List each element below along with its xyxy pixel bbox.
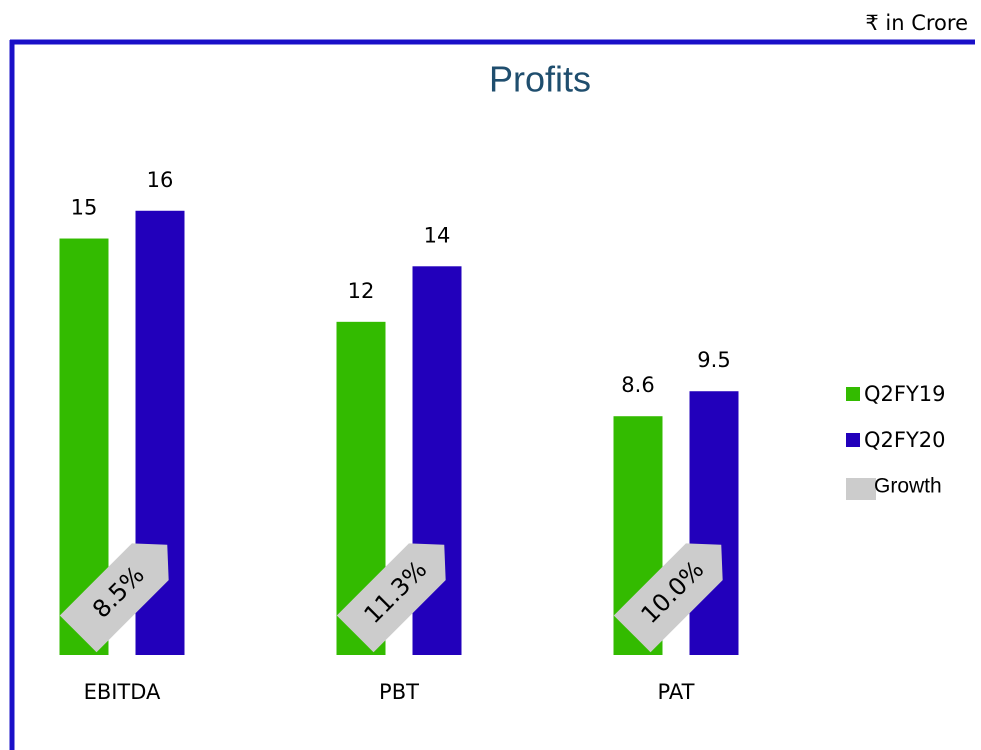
data-label: 15	[71, 196, 98, 220]
bar	[689, 391, 739, 655]
legend-swatch	[846, 433, 860, 447]
x-tick-label: EBITDA	[84, 680, 161, 704]
legend-label: Growth	[874, 475, 942, 498]
growth-shape	[59, 543, 169, 653]
legend-label: Q2FY20	[864, 428, 946, 452]
growth-shape	[613, 543, 723, 653]
growth-shape	[336, 543, 446, 653]
legend-label: Q2FY19	[864, 382, 946, 406]
unit-note: ₹ in Crore	[865, 11, 968, 35]
x-tick-label: PBT	[379, 680, 419, 704]
legend-swatch	[846, 478, 876, 500]
data-label: 8.6	[621, 373, 654, 397]
legend-swatch	[846, 387, 860, 401]
data-label: 9.5	[697, 348, 730, 372]
data-label: 14	[424, 223, 451, 247]
data-label: 16	[147, 168, 174, 192]
x-tick-label: PAT	[658, 680, 695, 704]
chart-title: Profits	[489, 59, 591, 100]
data-label: 12	[348, 279, 375, 303]
